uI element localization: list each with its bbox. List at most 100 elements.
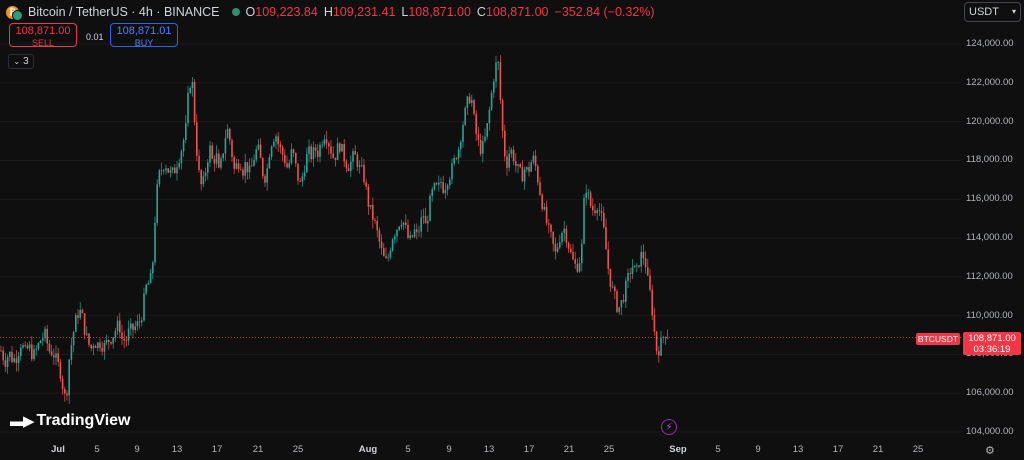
candle-body xyxy=(660,337,662,356)
candle-body xyxy=(114,331,117,338)
candle-body xyxy=(464,107,466,125)
candle-body xyxy=(664,337,667,338)
candle-body xyxy=(350,161,352,171)
tradingview-logo[interactable]: ▬▶ TradingView xyxy=(10,412,131,430)
price-tick-label: 106,000.00 xyxy=(966,387,1014,399)
candle-body xyxy=(339,143,341,152)
candle-body xyxy=(466,96,469,108)
time-tick-label: 21 xyxy=(872,444,884,455)
price-tick-label: 110,000.00 xyxy=(966,309,1013,321)
candle-body xyxy=(431,189,433,196)
candle-body xyxy=(257,144,260,150)
candle-body xyxy=(70,345,73,360)
candle-body xyxy=(321,144,323,146)
candle-body xyxy=(345,161,348,169)
candle-body xyxy=(4,360,7,367)
candle-body xyxy=(297,163,299,181)
candle-body xyxy=(592,205,594,211)
lightning-icon[interactable]: ⚡ xyxy=(661,419,677,435)
candle-body xyxy=(361,164,363,166)
candle-body xyxy=(275,136,277,142)
candle-body xyxy=(246,162,249,173)
candle-body xyxy=(255,149,257,160)
candle-body xyxy=(512,149,515,162)
candle-body xyxy=(55,353,57,358)
candle-body xyxy=(433,183,436,190)
time-tick-label: 9 xyxy=(755,444,761,455)
candle-body xyxy=(402,222,405,225)
time-tick-label: 13 xyxy=(171,444,183,455)
candle-body xyxy=(442,182,444,193)
candle-body xyxy=(149,273,152,284)
candle-body xyxy=(334,157,337,160)
price-tick-label: 122,000.00 xyxy=(966,76,1014,88)
candle-body xyxy=(611,286,614,288)
indicators-toggle-button[interactable]: ⌄ 3 xyxy=(8,54,34,69)
candle-body xyxy=(53,355,55,358)
time-tick-label: 17 xyxy=(211,444,223,455)
candle-body xyxy=(266,168,268,183)
candle-body xyxy=(556,247,559,252)
candle-body xyxy=(427,220,429,224)
low-key: L xyxy=(401,5,409,19)
buy-button[interactable]: 108,871.01 BUY xyxy=(110,23,178,48)
candle-body xyxy=(92,346,95,349)
candle-body xyxy=(268,157,271,169)
candle-body xyxy=(189,88,191,93)
candle-body xyxy=(449,179,451,186)
candle-body xyxy=(444,189,447,193)
market-status-icon[interactable] xyxy=(231,8,240,16)
candle-body xyxy=(39,340,42,344)
candle-body xyxy=(510,149,513,154)
candle-body xyxy=(497,62,499,63)
candle-body xyxy=(279,144,282,148)
candle-body xyxy=(97,342,99,348)
candle-body xyxy=(101,348,103,352)
settings-gear-icon[interactable]: ⚙ xyxy=(985,445,995,457)
candle-body xyxy=(6,357,9,367)
sell-button[interactable]: 108,871.00 SELL xyxy=(9,23,77,48)
candle-body xyxy=(490,92,493,110)
candle-body xyxy=(493,81,495,93)
candle-body xyxy=(130,323,132,329)
candle-body xyxy=(407,224,409,238)
price-tick-label: 112,000.00 xyxy=(966,270,1013,282)
spread-value: 0.01 xyxy=(86,32,104,42)
candle-body xyxy=(31,344,33,360)
candle-body xyxy=(622,300,625,302)
chevron-down-icon: ▾ xyxy=(1011,7,1016,16)
symbol-title[interactable]: Bitcoin / TetherUS · 4h · BINANCE xyxy=(28,5,220,19)
candle-body xyxy=(182,139,185,152)
tether-icon xyxy=(12,9,23,21)
candle-body xyxy=(583,197,585,244)
candle-body xyxy=(81,309,84,314)
candle-body xyxy=(633,265,636,268)
candle-body xyxy=(156,184,158,223)
chart-grid xyxy=(0,43,962,433)
candle-body xyxy=(42,338,44,341)
candle-body xyxy=(649,275,651,290)
time-tick-label: 25 xyxy=(603,444,615,455)
candle-body xyxy=(105,339,108,343)
price-tick-label: 118,000.00 xyxy=(966,154,1013,166)
candle-body xyxy=(420,217,422,232)
candle-body xyxy=(308,146,310,155)
low-value: 108,871.00 xyxy=(408,5,471,19)
candle-body xyxy=(383,248,385,257)
candle-body xyxy=(482,141,484,154)
buy-price: 108,871.01 xyxy=(116,25,172,37)
candle-body xyxy=(455,157,458,159)
candle-body xyxy=(215,153,218,164)
time-tick-label: 9 xyxy=(134,444,140,455)
candle-body xyxy=(596,210,598,214)
candle-body xyxy=(0,350,2,352)
candle-body xyxy=(468,96,471,104)
price-tick-label: 114,000.00 xyxy=(966,232,1013,243)
currency-select[interactable]: USDT ▾ xyxy=(964,2,1021,22)
candle-body xyxy=(209,145,211,163)
candle-body xyxy=(222,153,224,159)
candle-body xyxy=(178,163,180,168)
candle-body xyxy=(666,337,669,339)
candle-body xyxy=(486,123,488,137)
